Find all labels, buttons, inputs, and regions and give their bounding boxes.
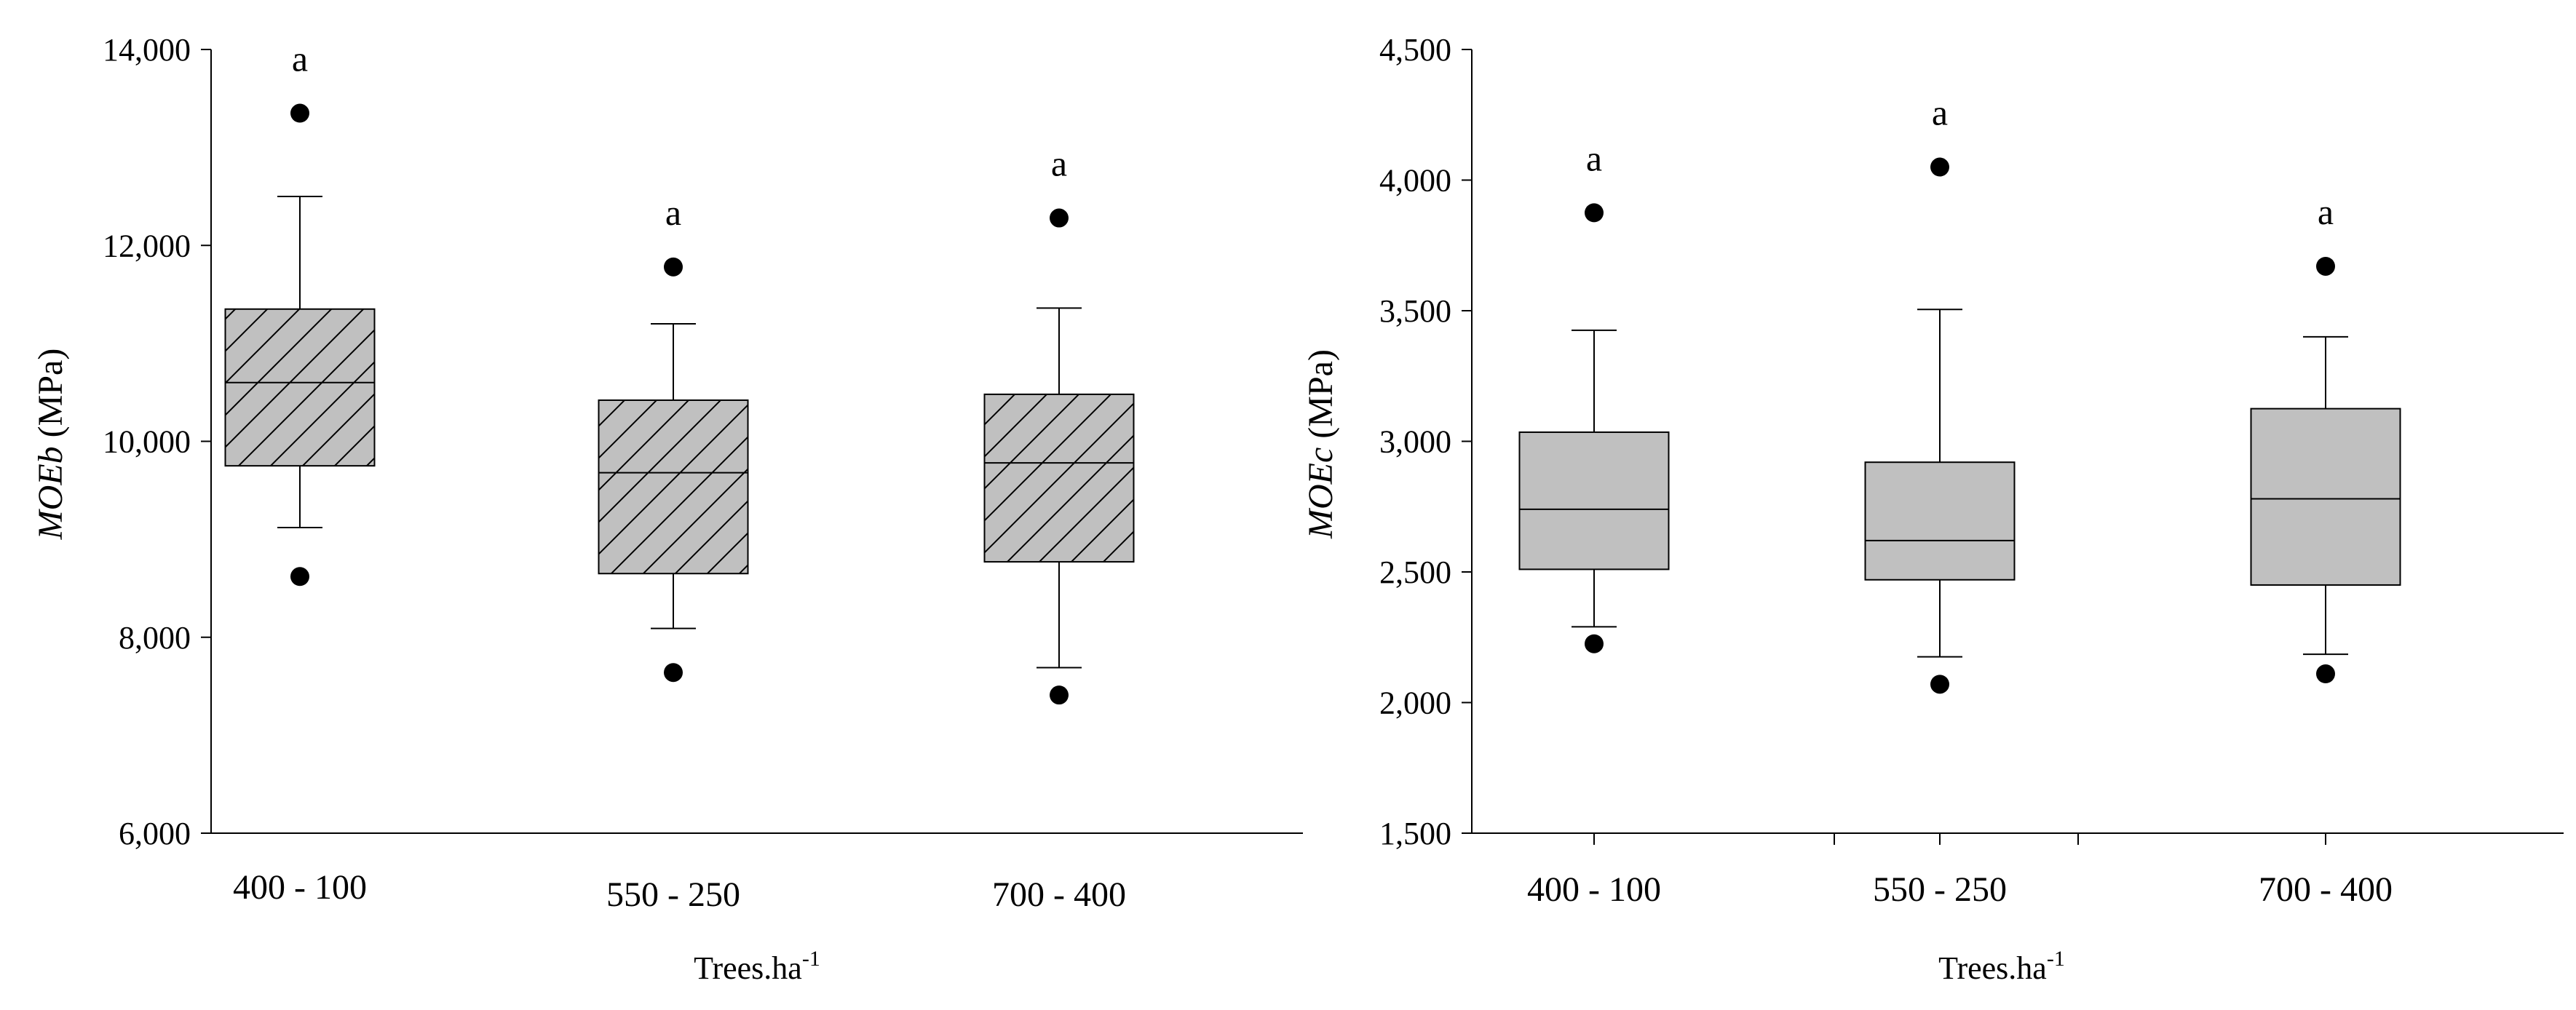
outlier-point xyxy=(664,257,683,277)
outlier-point xyxy=(2316,256,2335,276)
y-tick-label: 8,000 xyxy=(119,620,191,656)
box xyxy=(2250,407,2401,586)
x-axis-label-base: Trees.ha xyxy=(694,950,802,986)
y-tick-label: 2,000 xyxy=(1379,685,1451,721)
outlier-point xyxy=(1050,685,1069,705)
y-tick-label: 3,500 xyxy=(1379,293,1451,329)
box xyxy=(224,308,376,467)
box xyxy=(983,393,1135,563)
outlier-point xyxy=(1050,208,1069,228)
y-tick-label: 4,500 xyxy=(1379,32,1451,68)
y-tick-label: 6,000 xyxy=(119,816,191,851)
significance-letter: a xyxy=(665,192,681,233)
significance-letter: a xyxy=(292,39,308,79)
y-axis-label-variable: MOEc xyxy=(1301,448,1340,539)
y-tick-label: 1,500 xyxy=(1379,816,1451,851)
y-tick-label: 10,000 xyxy=(103,424,191,460)
category-label: 400 - 100 xyxy=(1527,870,1661,909)
category-label: 700 - 400 xyxy=(2259,870,2393,909)
box xyxy=(1518,431,1670,570)
outlier-point xyxy=(1585,634,1604,653)
x-axis-label-superscript: -1 xyxy=(802,947,820,971)
x-axis-label-base: Trees.ha xyxy=(1938,950,2047,986)
y-axis-label: MOEc (MPa) xyxy=(1301,349,1340,539)
significance-letter: a xyxy=(2318,191,2334,232)
outlier-point xyxy=(2316,664,2335,684)
y-tick-label: 4,000 xyxy=(1379,163,1451,199)
significance-letter: a xyxy=(1932,92,1948,133)
category-label: 550 - 250 xyxy=(606,875,740,914)
category-label: 550 - 250 xyxy=(1873,870,2007,909)
outlier-point xyxy=(290,103,309,123)
y-axis-label-variable: MOEb xyxy=(31,446,70,540)
box xyxy=(1864,461,2016,581)
significance-letter: a xyxy=(1586,138,1602,178)
x-axis-label: Trees.ha-1 xyxy=(1938,947,2065,986)
outlier-point xyxy=(1585,203,1604,223)
x-axis-label-superscript: -1 xyxy=(2047,947,2065,971)
category-label: 700 - 400 xyxy=(992,875,1126,914)
outlier-point xyxy=(664,663,683,683)
x-axis-label: Trees.ha-1 xyxy=(694,947,820,986)
significance-letter: a xyxy=(1051,143,1067,184)
outlier-point xyxy=(1930,675,1949,694)
outlier-point xyxy=(1930,157,1949,177)
moec-chart: 1,500 2,000 2,500 3,000 3,500 4,000 4,500 400 -… xyxy=(1301,32,2564,986)
box xyxy=(598,399,749,575)
moeb-chart: 6,000 8,000 10,000 12,000 14,000 400 - 100 550… xyxy=(31,32,1303,986)
y-tick-label: 14,000 xyxy=(103,32,191,68)
y-axis-label-unit: (MPa) xyxy=(1301,349,1340,448)
y-axis-label: MOEb (MPa) xyxy=(31,349,70,541)
y-tick-label: 2,500 xyxy=(1379,554,1451,590)
category-label: 400 - 100 xyxy=(233,868,367,907)
outlier-point xyxy=(290,567,309,586)
y-tick-label: 3,000 xyxy=(1379,424,1451,460)
y-tick-label: 12,000 xyxy=(103,228,191,263)
y-axis-label-unit: (MPa) xyxy=(31,349,70,447)
